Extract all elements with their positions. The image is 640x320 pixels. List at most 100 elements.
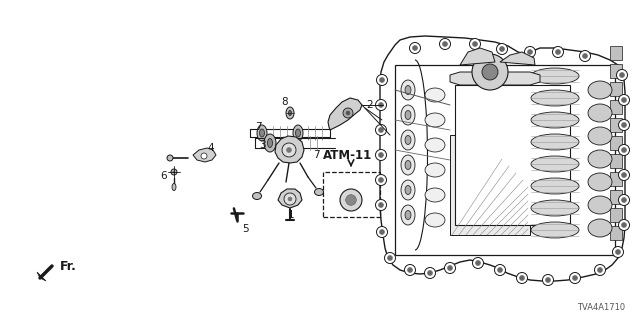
Bar [610,136,622,150]
Ellipse shape [405,135,411,145]
Polygon shape [37,272,46,281]
Circle shape [410,43,420,53]
Circle shape [612,246,623,258]
Circle shape [428,270,433,276]
Ellipse shape [425,188,445,202]
Bar [610,154,622,168]
Ellipse shape [588,127,612,145]
Circle shape [618,195,630,205]
Text: 5: 5 [242,224,248,234]
Circle shape [470,38,481,50]
Ellipse shape [167,155,173,161]
Circle shape [552,46,563,58]
Text: Fr.: Fr. [60,260,76,273]
Circle shape [545,277,550,283]
Circle shape [387,255,392,260]
Circle shape [378,102,383,108]
Text: 2: 2 [367,100,373,110]
Circle shape [621,172,627,178]
Circle shape [516,273,527,284]
Ellipse shape [531,112,579,128]
Circle shape [378,178,383,182]
Ellipse shape [531,68,579,84]
Circle shape [287,148,291,153]
Ellipse shape [425,113,445,127]
Ellipse shape [425,163,445,177]
Bar [610,190,622,204]
Circle shape [346,195,356,205]
Ellipse shape [401,130,415,150]
Polygon shape [460,48,495,65]
Ellipse shape [405,161,411,170]
Text: 6: 6 [161,171,167,181]
Circle shape [385,252,396,263]
Circle shape [376,149,387,161]
Circle shape [380,77,385,83]
Text: 8: 8 [282,97,288,107]
Ellipse shape [588,104,612,122]
Circle shape [543,275,554,285]
Circle shape [440,38,451,50]
Text: 7: 7 [313,150,319,160]
Circle shape [476,260,481,266]
Ellipse shape [286,107,294,119]
Ellipse shape [401,155,415,175]
Circle shape [472,54,508,90]
Circle shape [424,268,435,278]
Ellipse shape [405,211,411,220]
Bar [610,46,622,60]
Circle shape [499,46,504,52]
Circle shape [618,119,630,131]
Bar [455,85,570,225]
Text: 4: 4 [208,143,214,153]
Polygon shape [328,98,362,130]
Circle shape [376,124,387,135]
Ellipse shape [268,139,273,148]
Ellipse shape [293,125,303,141]
Circle shape [618,220,630,230]
Text: 7: 7 [255,122,261,132]
Circle shape [282,143,296,157]
Circle shape [497,44,508,54]
Bar [610,64,622,78]
Circle shape [616,250,621,254]
Ellipse shape [588,150,612,168]
Circle shape [201,153,207,159]
Circle shape [618,94,630,106]
Ellipse shape [401,80,415,100]
Text: 1: 1 [288,210,294,220]
Circle shape [376,100,387,110]
Circle shape [620,73,625,77]
Circle shape [408,268,413,273]
Circle shape [472,42,477,46]
Ellipse shape [296,129,301,137]
Bar [450,135,530,235]
Circle shape [621,197,627,203]
Bar [610,208,622,222]
Circle shape [288,197,292,201]
Ellipse shape [172,183,176,190]
Ellipse shape [531,222,579,238]
Bar [610,172,622,186]
Circle shape [340,189,362,211]
Circle shape [346,195,356,205]
Circle shape [376,174,387,186]
Circle shape [582,53,588,59]
Circle shape [621,123,627,127]
Ellipse shape [401,105,415,125]
Text: 3: 3 [259,140,266,150]
Polygon shape [275,136,304,163]
Ellipse shape [588,173,612,191]
Circle shape [378,127,383,132]
Circle shape [570,273,580,284]
Ellipse shape [264,134,276,152]
Polygon shape [278,189,302,208]
Ellipse shape [401,205,415,225]
Circle shape [404,265,415,276]
Ellipse shape [259,129,264,137]
Circle shape [482,64,498,80]
Circle shape [343,108,353,118]
Circle shape [376,75,387,85]
Circle shape [380,229,385,235]
Bar [610,118,622,132]
